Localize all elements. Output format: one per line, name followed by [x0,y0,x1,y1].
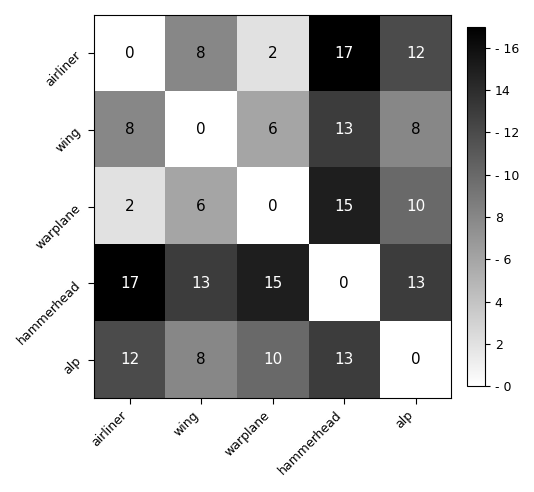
Text: 10: 10 [406,199,425,214]
Text: 0: 0 [268,199,278,214]
Text: 8: 8 [125,123,135,137]
Text: 2: 2 [125,199,135,214]
Text: 13: 13 [334,352,354,367]
Text: 10: 10 [263,352,282,367]
Text: 13: 13 [406,276,425,291]
Text: 15: 15 [263,276,282,291]
Text: 0: 0 [197,123,206,137]
Text: 13: 13 [192,276,211,291]
Text: 17: 17 [334,46,354,61]
Text: 0: 0 [411,352,420,367]
Text: 0: 0 [125,46,135,61]
Text: 6: 6 [197,199,206,214]
Text: 12: 12 [406,46,425,61]
Text: 2: 2 [268,46,278,61]
Text: 15: 15 [334,199,354,214]
Text: 0: 0 [339,276,349,291]
Text: 17: 17 [120,276,139,291]
Text: 8: 8 [197,46,206,61]
Text: 8: 8 [411,123,420,137]
Text: 6: 6 [268,123,278,137]
Text: 8: 8 [197,352,206,367]
Text: 12: 12 [120,352,139,367]
Text: 13: 13 [334,123,354,137]
